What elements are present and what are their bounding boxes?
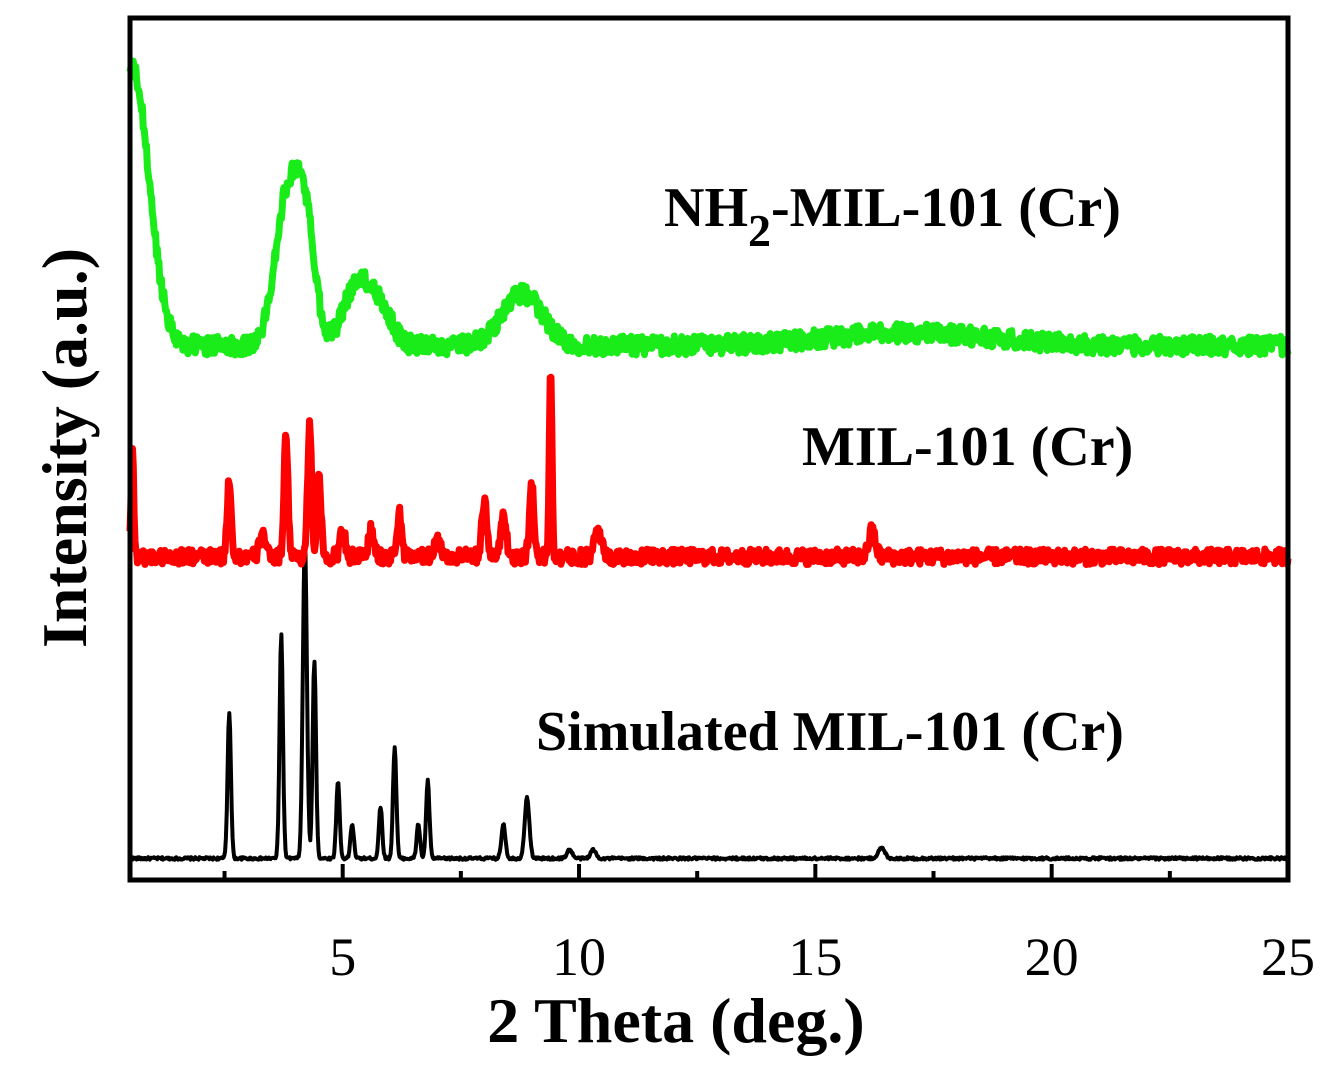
series-line-simulated-mil-101-cr xyxy=(128,542,1290,862)
plot-frame xyxy=(127,15,1291,883)
nh2-label-rest: -MIL-101 (Cr) xyxy=(771,177,1121,239)
nh2-label-sub: 2 xyxy=(748,205,771,256)
x-tick-label-25: 25 xyxy=(1261,927,1315,987)
x-tick-label-15: 15 xyxy=(788,927,842,987)
series-label-nh2: NH2-MIL-101 (Cr) xyxy=(664,177,1121,256)
series-line-nh2-mil-101-cr xyxy=(126,57,1292,359)
y-axis-title: Intensity (a.u.) xyxy=(29,248,100,648)
series-label-simulated: Simulated MIL-101 (Cr) xyxy=(536,701,1124,763)
nh2-label-main: NH xyxy=(664,177,748,239)
x-axis-ticks: 5 10 15 20 25 xyxy=(222,864,1315,987)
x-tick-label-5: 5 xyxy=(329,927,356,987)
series-label-mil101: MIL-101 (Cr) xyxy=(802,416,1133,478)
x-axis-title: 2 Theta (deg.) xyxy=(487,985,864,1056)
x-tick-label-10: 10 xyxy=(552,927,606,987)
series-line-mil-101-cr xyxy=(126,373,1292,568)
series-layer xyxy=(126,57,1292,862)
x-tick-label-20: 20 xyxy=(1025,927,1079,987)
